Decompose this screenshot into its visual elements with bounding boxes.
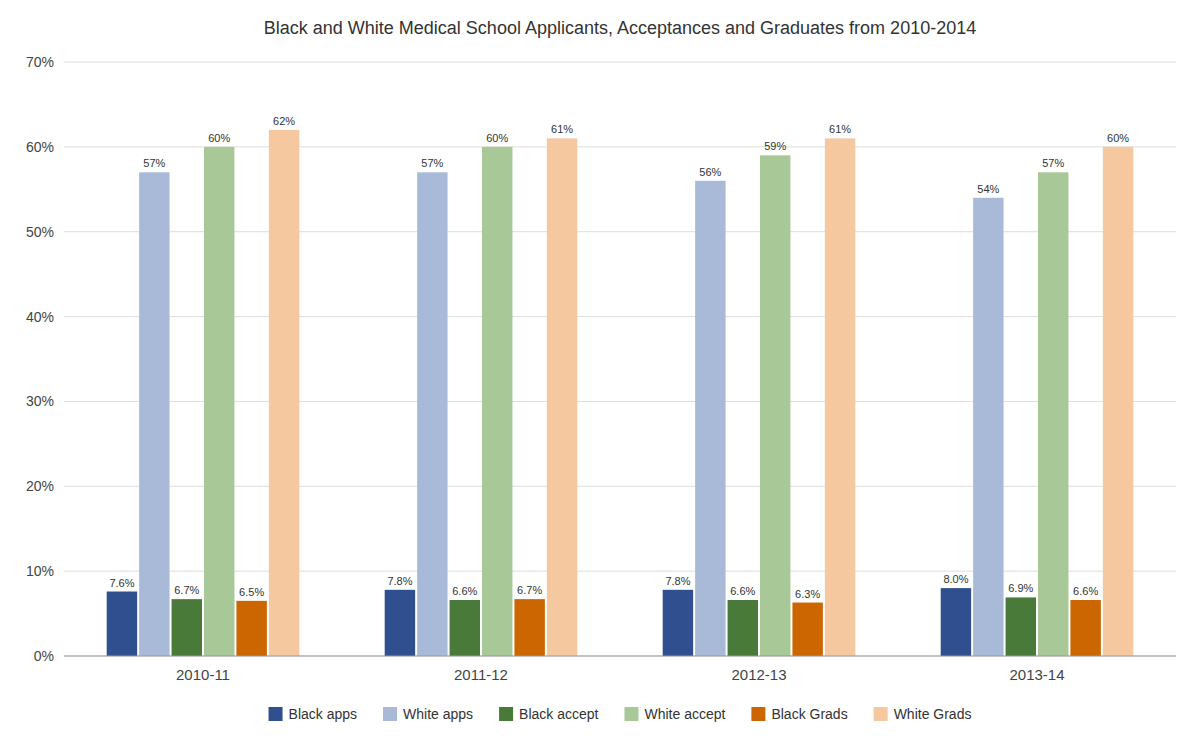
bar [204, 147, 234, 656]
bar [385, 590, 415, 656]
legend-label: White apps [403, 706, 473, 722]
bar [139, 172, 169, 656]
y-tick-label: 30% [26, 393, 54, 409]
data-label: 59% [764, 140, 786, 152]
bar [547, 138, 577, 656]
y-tick-label: 60% [26, 139, 54, 155]
bar [269, 130, 299, 656]
bar [825, 138, 855, 656]
data-label: 6.6% [730, 585, 755, 597]
chart-svg: Black and White Medical School Applicant… [0, 0, 1200, 746]
data-labels: 7.6% 7.8% 7.8% 8.0% 57% 57% 56% 54% 6.7% 6.6% 6.6%… [109, 115, 1129, 600]
y-tick-label: 40% [26, 309, 54, 325]
chart-title: Black and White Medical School Applicant… [264, 18, 976, 38]
data-label: 6.3% [795, 588, 820, 600]
legend-item: Black Grads [751, 706, 847, 722]
bar [236, 601, 266, 656]
legend-item: Black apps [269, 706, 357, 722]
bar [792, 603, 822, 656]
data-label: 8.0% [943, 573, 968, 585]
data-label: 56% [699, 166, 721, 178]
y-tick-label: 50% [26, 224, 54, 240]
bar [450, 600, 480, 656]
legend-label: Black accept [519, 706, 598, 722]
bar [172, 599, 202, 656]
bar [695, 181, 725, 656]
bar [663, 590, 693, 656]
data-label: 6.6% [1073, 585, 1098, 597]
bar [973, 198, 1003, 656]
x-tick-label: 2011-12 [454, 666, 508, 683]
data-label: 61% [829, 123, 851, 135]
grid-line [64, 62, 1176, 63]
chart-container: Black and White Medical School Applicant… [0, 0, 1200, 746]
bar [107, 592, 137, 656]
y-tick-label: 70% [26, 54, 54, 70]
bar [514, 599, 544, 656]
data-label: 6.9% [1008, 582, 1033, 594]
data-label: 6.7% [517, 584, 542, 596]
legend-label: White Grads [894, 706, 972, 722]
legend-label: Black Grads [771, 706, 847, 722]
data-label: 57% [421, 157, 443, 169]
bar [1103, 147, 1133, 656]
grid [64, 62, 1176, 656]
data-label: 6.5% [239, 586, 264, 598]
legend-item: Black accept [499, 706, 598, 722]
legend-item: White accept [624, 706, 725, 722]
bar [1070, 600, 1100, 656]
data-label: 57% [143, 157, 165, 169]
legend-label: White accept [644, 706, 725, 722]
bar [728, 600, 758, 656]
data-label: 6.7% [174, 584, 199, 596]
bar [1006, 597, 1036, 656]
data-label: 54% [977, 183, 999, 195]
legend-swatch [751, 707, 765, 721]
data-label: 60% [486, 132, 508, 144]
legend-swatch [499, 707, 513, 721]
y-tick-label: 10% [26, 563, 54, 579]
legend-swatch [874, 707, 888, 721]
y-tick-label: 0% [34, 648, 54, 664]
bar [1038, 172, 1068, 656]
x-tick-label: 2013-14 [1009, 666, 1064, 683]
legend-item: White apps [383, 706, 473, 722]
data-label: 6.6% [452, 585, 477, 597]
legend-label: Black apps [289, 706, 357, 722]
data-label: 7.8% [387, 575, 412, 587]
legend: Black apps White apps Black accept White ac… [269, 706, 972, 722]
legend-swatch [269, 707, 283, 721]
x-tick-label: 2010-11 [176, 666, 230, 683]
legend-swatch [383, 707, 397, 721]
bar [482, 147, 512, 656]
data-label: 62% [273, 115, 295, 127]
data-label: 7.8% [665, 575, 690, 587]
bar [760, 155, 790, 656]
data-label: 61% [551, 123, 573, 135]
legend-item: White Grads [874, 706, 972, 722]
data-label: 57% [1042, 157, 1064, 169]
x-tick-label: 2012-13 [731, 666, 786, 683]
bar [417, 172, 447, 656]
data-label: 60% [208, 132, 230, 144]
y-tick-label: 20% [26, 478, 54, 494]
grid-line [64, 656, 1176, 657]
x-axis-line [64, 656, 1176, 657]
legend-swatch [624, 707, 638, 721]
bars [107, 130, 1134, 656]
data-label: 60% [1107, 132, 1129, 144]
bar [941, 588, 971, 656]
data-label: 7.6% [109, 577, 134, 589]
